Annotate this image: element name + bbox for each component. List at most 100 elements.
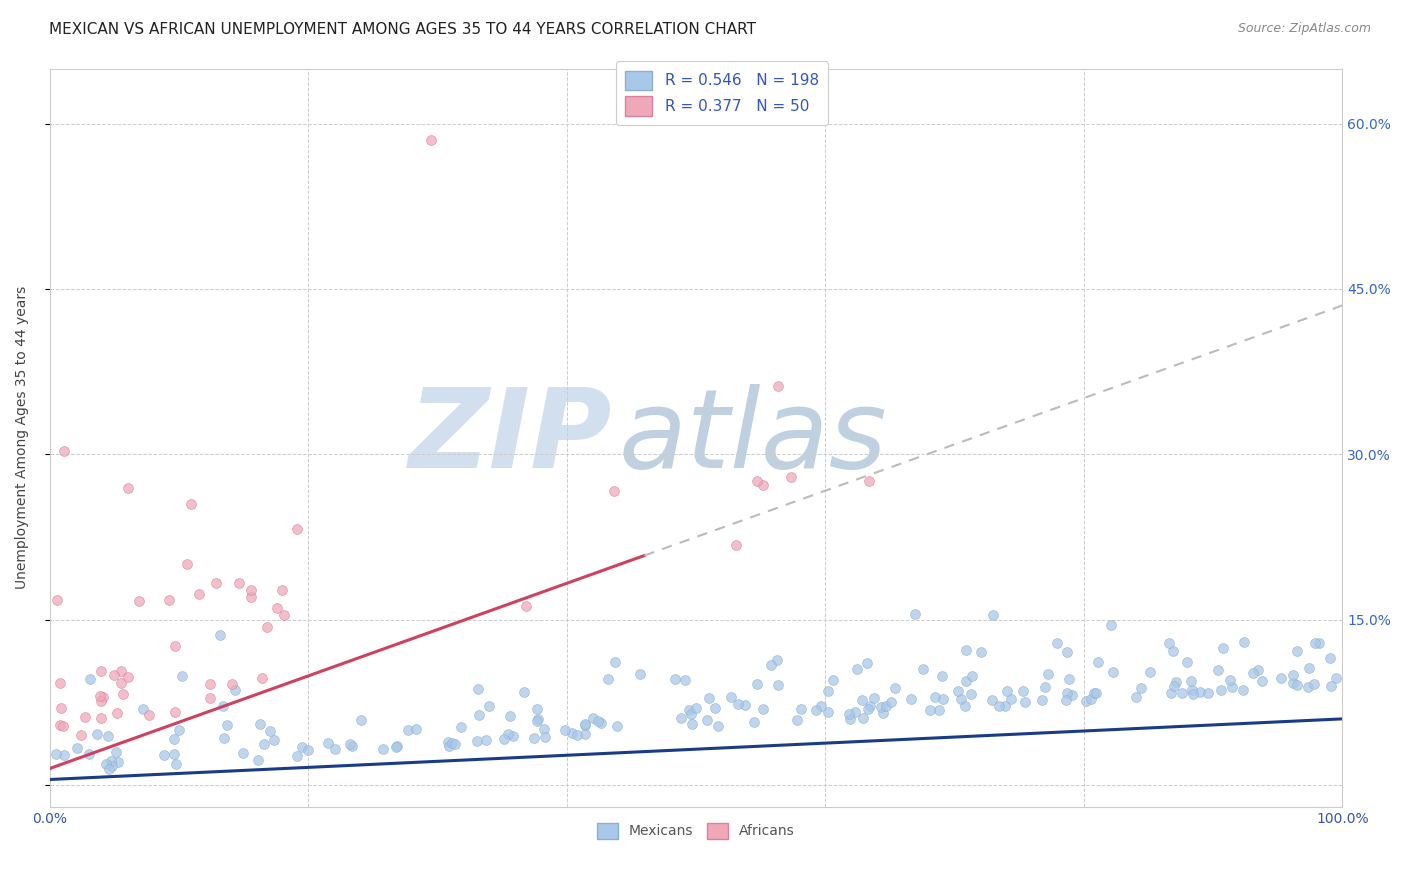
Africans [200,677,222,691]
Legend: Mexicans, Africans: Mexicans, Africans [592,817,800,845]
Mexicans [1180,673,1202,688]
Mexicans [318,736,340,750]
Mexicans [167,723,190,738]
Mexicans [786,713,808,727]
Mexicans [928,703,950,717]
Mexicans [1206,663,1229,677]
Africans [250,671,273,685]
Africans [285,522,308,536]
Mexicans [883,681,905,695]
Mexicans [263,732,285,747]
Mexicans [685,701,707,715]
Mexicans [152,747,174,762]
Africans [780,470,803,484]
Mexicans [1083,686,1105,700]
Mexicans [259,723,281,738]
Mexicans [1303,677,1326,691]
Mexicans [950,692,973,706]
Mexicans [1101,665,1123,679]
Mexicans [1054,693,1077,707]
Mexicans [467,681,489,696]
Africans [128,594,150,608]
Mexicans [582,711,605,725]
Mexicans [373,741,395,756]
Mexicans [1014,696,1036,710]
Mexicans [107,755,129,769]
Mexicans [450,720,472,734]
Africans [49,676,72,690]
Mexicans [1241,665,1264,680]
Mexicans [856,656,879,670]
Mexicans [1250,673,1272,688]
Mexicans [1031,693,1053,707]
Africans [752,477,775,491]
Mexicans [852,711,875,725]
Mexicans [494,731,516,746]
Mexicans [162,732,184,747]
Africans [117,482,139,496]
Africans [105,706,128,720]
Mexicans [290,739,312,754]
Mexicans [253,737,276,751]
Mexicans [533,723,555,737]
Mexicans [603,655,626,669]
Mexicans [101,759,124,773]
Mexicans [98,762,121,776]
Text: atlas: atlas [619,384,887,491]
Africans [187,587,209,601]
Mexicans [1099,617,1122,632]
Mexicans [232,746,254,760]
Mexicans [838,712,860,726]
Africans [228,576,250,591]
Mexicans [817,705,839,719]
Africans [89,690,111,704]
Mexicans [396,723,419,737]
Mexicans [1056,686,1078,700]
Mexicans [1319,650,1341,665]
Mexicans [249,716,271,731]
Text: MEXICAN VS AFRICAN UNEMPLOYMENT AMONG AGES 35 TO 44 YEARS CORRELATION CHART: MEXICAN VS AFRICAN UNEMPLOYMENT AMONG AG… [49,22,756,37]
Mexicans [79,672,101,686]
Mexicans [994,699,1017,714]
Mexicans [995,684,1018,698]
Mexicans [870,699,893,714]
Mexicans [1220,680,1243,694]
Mexicans [1080,692,1102,706]
Africans [110,676,132,690]
Mexicans [561,725,583,739]
Mexicans [523,731,546,746]
Mexicans [1232,683,1254,698]
Mexicans [875,698,897,713]
Mexicans [669,711,692,725]
Mexicans [285,749,308,764]
Mexicans [1076,694,1098,708]
Mexicans [946,684,969,698]
Africans [768,379,790,393]
Africans [49,717,72,731]
Mexicans [697,691,720,706]
Africans [205,575,228,590]
Mexicans [574,727,596,741]
Mexicans [350,714,373,728]
Mexicans [720,690,742,705]
Mexicans [1139,665,1161,679]
Mexicans [297,743,319,757]
Mexicans [565,728,588,742]
Mexicans [589,715,612,730]
Text: Source: ZipAtlas.com: Source: ZipAtlas.com [1237,22,1371,36]
Mexicans [734,698,756,712]
Africans [117,670,139,684]
Africans [110,664,132,678]
Mexicans [1286,644,1309,658]
Mexicans [1129,681,1152,695]
Mexicans [340,739,363,753]
Mexicans [1285,678,1308,692]
Mexicans [1233,635,1256,649]
Mexicans [817,684,839,698]
Mexicans [574,717,596,731]
Mexicans [1320,680,1343,694]
Mexicans [856,702,879,716]
Mexicans [477,699,499,714]
Mexicans [1182,687,1205,701]
Mexicans [759,657,782,672]
